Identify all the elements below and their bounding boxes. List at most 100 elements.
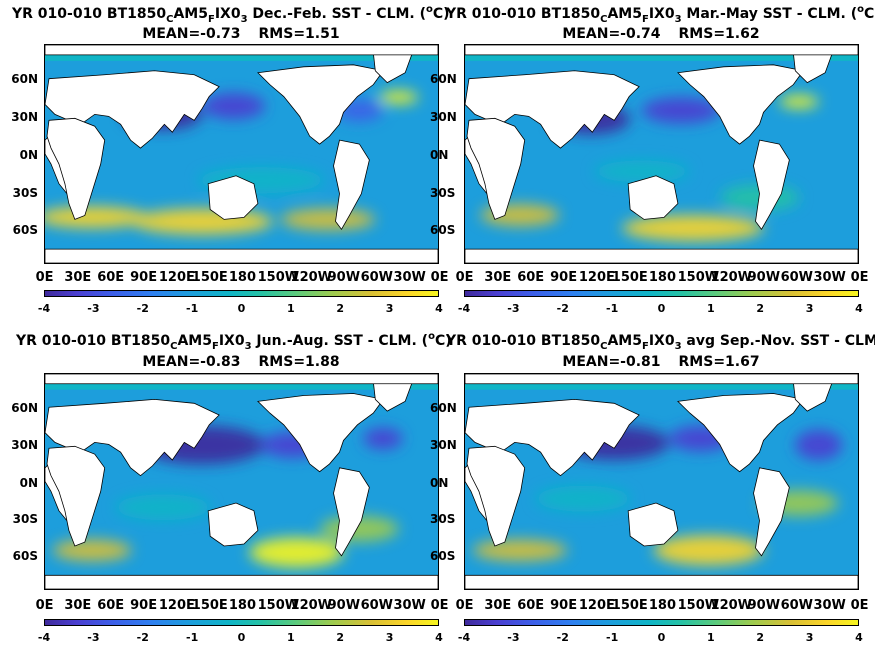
colorbar-tick-label: -1 xyxy=(186,302,199,315)
lat-tick-label: 0N xyxy=(19,475,38,490)
lon-tick-label: 150E xyxy=(191,598,228,613)
title-sub: C xyxy=(170,341,178,352)
lon-tick-label: 30E xyxy=(484,270,512,285)
anomaly-blob xyxy=(594,160,690,183)
lon-tick-label: 120W xyxy=(710,270,753,285)
title-sub: F xyxy=(641,14,649,23)
anomaly-blob xyxy=(535,485,631,512)
colorbar-tick-label: -4 xyxy=(457,302,471,315)
lat-tick-label: 0N xyxy=(19,148,38,163)
lat-tick-label: 30N xyxy=(430,109,457,124)
title-text: C) xyxy=(432,6,450,22)
lat-tick-label: 30S xyxy=(12,185,38,200)
stats-line: MEAN=-0.81 RMS=1.67 xyxy=(464,354,858,370)
land-mass xyxy=(46,117,106,220)
lat-tick-label: 30N xyxy=(11,109,38,124)
lat-tick-label: 60S xyxy=(12,549,38,564)
colorbar-tick-label: 2 xyxy=(756,302,765,315)
title-text: YR 010-010 BT1850 xyxy=(446,333,601,349)
sst-anomaly-map xyxy=(44,44,439,264)
colorbar-tick-label: -1 xyxy=(606,631,619,644)
rms-value: RMS=1.88 xyxy=(258,354,340,370)
panel-title: YR 010-010 BT1850CAM5FIX03 Mar.-May SST … xyxy=(446,6,875,22)
land-mass xyxy=(677,393,804,473)
colorbar-tick-label: 0 xyxy=(237,302,246,315)
colorbar-tick-label: 0 xyxy=(657,302,666,315)
colorbar-tick-label: -2 xyxy=(136,631,149,644)
lon-tick-label: 60E xyxy=(517,598,545,613)
land-mass xyxy=(465,374,858,385)
colorbar-tick-label: -1 xyxy=(186,631,199,644)
lon-tick-label: 0E xyxy=(850,270,869,285)
anomaly-blob xyxy=(280,208,376,231)
lon-tick-label: 90E xyxy=(130,598,158,613)
anomaly-blob xyxy=(249,537,344,568)
title-sub: 3 xyxy=(674,14,682,23)
colorbar xyxy=(44,290,439,297)
anomaly-blob xyxy=(779,95,819,109)
colorbar-tick-label: 4 xyxy=(435,302,443,315)
lon-tick-label: 0E xyxy=(455,270,474,285)
colorbar-tick-label: 2 xyxy=(336,302,345,315)
land-mass xyxy=(677,64,804,145)
lat-tick-label: 30N xyxy=(11,437,38,452)
title-sub: 3 xyxy=(674,341,682,350)
land-mass xyxy=(466,117,526,220)
lat-tick-label: 60S xyxy=(12,222,38,237)
land-mass xyxy=(753,467,790,557)
lon-tick-label: 180 xyxy=(228,270,257,285)
title-sub: C xyxy=(600,14,608,23)
map-canvas xyxy=(45,45,438,263)
title-sub: F xyxy=(211,341,219,352)
anomaly-blob xyxy=(363,427,403,450)
lat-tick-label: 60S xyxy=(430,222,456,237)
colorbar-tick-label: 4 xyxy=(855,631,863,644)
land-mass xyxy=(627,502,679,547)
colorbar-tick-label: -3 xyxy=(507,302,520,315)
lon-tick-label: 30E xyxy=(64,598,92,613)
anomaly-blob xyxy=(641,97,721,124)
title-text: IX0 xyxy=(218,333,245,349)
colorbar-tick-label: 4 xyxy=(435,631,443,644)
colorbar-tick-label: -1 xyxy=(606,302,619,315)
lon-tick-label: 60E xyxy=(97,270,125,285)
panel-title: YR 010-010 BT1850CAM5FIX03 avg Sep.-Nov.… xyxy=(446,333,875,349)
lon-tick-label: 150E xyxy=(611,598,648,613)
mean-value: MEAN=-0.83 xyxy=(142,354,241,370)
title-text: IX0 xyxy=(648,6,675,22)
colorbar-tick-label: -4 xyxy=(457,631,471,644)
mean-value: MEAN=-0.73 xyxy=(142,26,241,42)
sst-anomaly-map xyxy=(464,373,859,590)
land-mass xyxy=(45,574,438,589)
lat-tick-label: 60N xyxy=(430,400,457,415)
rms-value: RMS=1.62 xyxy=(678,26,760,42)
lon-tick-label: 180 xyxy=(228,598,257,613)
lon-tick-label: 0E xyxy=(430,270,449,285)
colorbar-tick-label: 1 xyxy=(707,302,715,315)
lon-tick-label: 90E xyxy=(550,598,578,613)
lon-tick-label: 0E xyxy=(850,598,869,613)
map-canvas xyxy=(45,374,438,589)
lat-tick-label: 60N xyxy=(430,72,457,87)
colorbar-tick-label: 0 xyxy=(237,631,246,644)
title-sup: o xyxy=(857,6,865,15)
colorbar-tick-label: -3 xyxy=(507,631,520,644)
mean-value: MEAN=-0.81 xyxy=(562,354,661,370)
lon-tick-label: 150W xyxy=(257,270,300,285)
anomaly-blob xyxy=(202,92,266,120)
lat-tick-label: 30S xyxy=(430,185,456,200)
colorbar-tick-label: 4 xyxy=(855,302,863,315)
lon-tick-label: 60W xyxy=(780,270,813,285)
lon-tick-label: 0E xyxy=(35,598,54,613)
map-canvas xyxy=(465,374,858,589)
lon-tick-label: 180 xyxy=(648,598,677,613)
colorbar-tick-label: -2 xyxy=(556,302,569,315)
colorbar-tick-label: 1 xyxy=(287,631,295,644)
sst-anomaly-map xyxy=(464,44,859,264)
rms-value: RMS=1.51 xyxy=(258,26,340,42)
anomaly-blob xyxy=(45,206,148,229)
lon-tick-label: 90E xyxy=(550,270,578,285)
stats-line: MEAN=-0.74 RMS=1.62 xyxy=(464,26,858,42)
lon-tick-label: 0E xyxy=(35,270,54,285)
title-sub: F xyxy=(641,341,649,350)
